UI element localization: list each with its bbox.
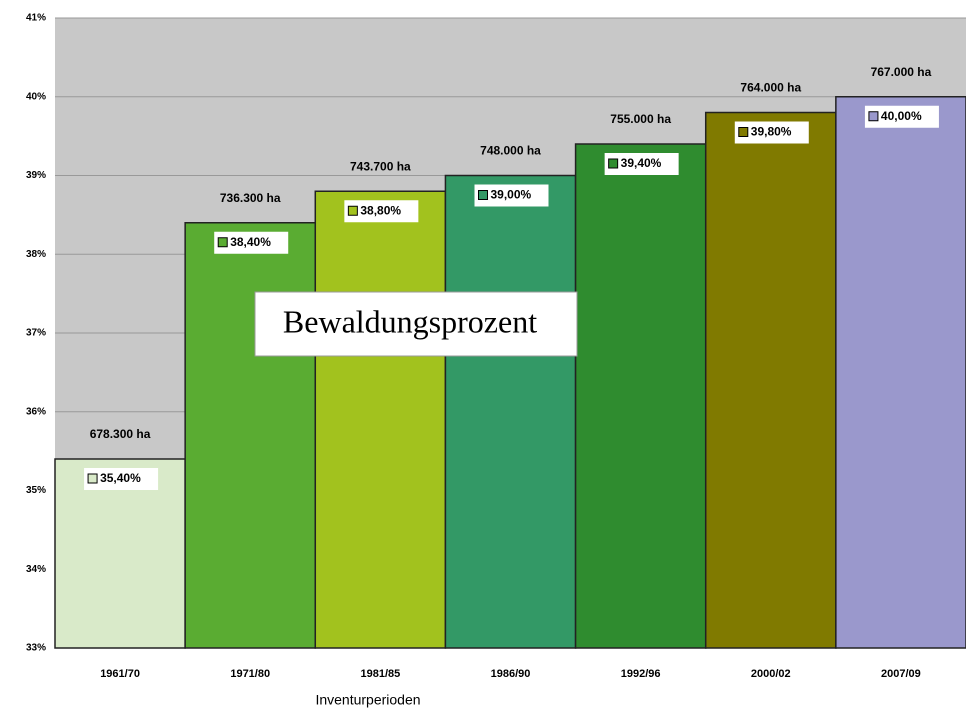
bar [315, 191, 445, 648]
value-label-key [88, 474, 97, 483]
y-tick-label: 39% [26, 170, 46, 181]
y-tick-label: 35% [26, 485, 46, 496]
bar-annotation: 736.300 ha [220, 191, 281, 205]
value-label: 38,40% [230, 235, 271, 249]
value-label: 39,00% [491, 188, 532, 202]
value-label-key [218, 238, 227, 247]
bar [836, 97, 966, 648]
x-axis-label: Inventurperioden [315, 692, 420, 708]
x-tick-label: 1986/90 [491, 668, 531, 680]
x-tick-label: 1971/80 [230, 668, 270, 680]
y-tick-label: 34% [26, 564, 46, 575]
x-tick-label: 2007/09 [881, 668, 921, 680]
x-tick-label: 1992/96 [621, 668, 661, 680]
y-tick-label: 36% [26, 406, 46, 417]
value-label: 39,40% [621, 156, 662, 170]
value-label-key [609, 159, 618, 168]
bar-annotation: 764.000 ha [740, 81, 801, 95]
bar-annotation: 748.000 ha [480, 144, 541, 158]
value-label-key [739, 128, 748, 137]
bar-annotation: 767.000 ha [871, 65, 932, 79]
value-label: 39,80% [751, 125, 792, 139]
bar [706, 113, 836, 649]
x-tick-label: 1981/85 [360, 668, 400, 680]
bar [576, 144, 706, 648]
page: 33% 34% 35% 36% 37% 38% 39% 40% 41% 678.300 ha 35… [0, 0, 966, 711]
y-tick-label: 41% [26, 13, 46, 24]
y-tick-label: 33% [26, 643, 46, 654]
value-label: 38,80% [360, 203, 401, 217]
bar-annotation: 678.300 ha [90, 427, 151, 441]
value-label: 40,00% [881, 109, 922, 123]
bar [185, 223, 315, 648]
x-tick-label: 1961/70 [100, 668, 140, 680]
bar-annotation: 755.000 ha [610, 112, 671, 126]
x-tick-label: 2000/02 [751, 668, 791, 680]
value-label-key [479, 191, 488, 200]
y-tick-label: 37% [26, 328, 46, 339]
bar [445, 176, 575, 649]
value-label-key [348, 206, 357, 215]
y-tick-label: 38% [26, 249, 46, 260]
y-tick-label: 40% [26, 91, 46, 102]
value-label: 35,40% [100, 471, 141, 485]
bar-annotation: 743.700 ha [350, 159, 411, 173]
value-label-key [869, 112, 878, 121]
chart: 33% 34% 35% 36% 37% 38% 39% 40% 41% 678.300 ha 35… [0, 0, 966, 711]
chart-title: Bewaldungsprozent [283, 303, 537, 339]
